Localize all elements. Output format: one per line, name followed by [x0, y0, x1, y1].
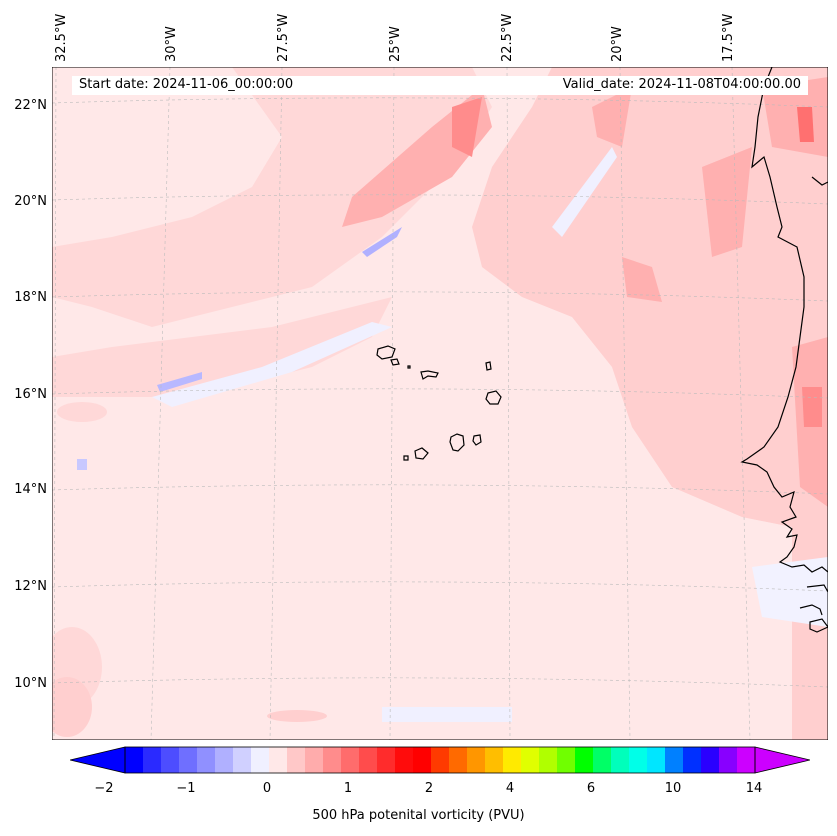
colorbar: [70, 746, 810, 774]
lon-label: 17.5°W: [721, 13, 736, 62]
pv-field-streak: [702, 147, 752, 257]
pv-field-negative: [157, 372, 202, 392]
lat-label: 18°N: [14, 290, 47, 305]
lon-label: 22.5°W: [500, 13, 515, 62]
pv-field-negative: [362, 227, 402, 257]
pv-field-negative: [552, 147, 617, 237]
pv-field-negative: [152, 322, 392, 407]
colorbar-segment: [539, 747, 558, 773]
valid-date-label: Valid_date: 2024-11-08T04:00:00.00: [562, 77, 801, 92]
pv-field-streak: [622, 257, 662, 302]
lon-label: 32.5°W: [54, 13, 69, 62]
colorbar-segment: [467, 747, 486, 773]
colorbar-segment: [701, 747, 720, 773]
lon-label: 27.5°W: [276, 13, 291, 62]
colorbar-segment: [395, 747, 414, 773]
colorbar-tick: 14: [745, 781, 763, 796]
colorbar-segment: [575, 747, 594, 773]
colorbar-segment: [179, 747, 198, 773]
islands: [376, 345, 502, 461]
colorbar-title: 500 hPa potenital vorticity (PVU): [312, 808, 525, 823]
colorbar-tick: 4: [505, 781, 515, 796]
colorbar-segment: [557, 747, 576, 773]
coastline: [799, 604, 823, 616]
colorbar-segment: [521, 747, 540, 773]
coastline: [740, 67, 828, 573]
pv-field-blob: [52, 677, 92, 737]
map-panel: [52, 67, 828, 740]
colorbar-segment: [269, 747, 288, 773]
pv-field-negative: [77, 459, 87, 470]
start-date-label: Start date: 2024-11-06_00:00:00: [79, 77, 294, 92]
lon-label: 25°W: [388, 26, 403, 62]
colorbar-segment: [251, 747, 270, 773]
pv-field-streak: [452, 97, 482, 157]
lat-label: 12°N: [14, 579, 47, 594]
colorbar-tick: 0: [262, 781, 272, 796]
colorbar-segment: [611, 747, 630, 773]
colorbar-segment: [485, 747, 504, 773]
lon-label: 30°W: [164, 26, 179, 62]
lat-label: 22°N: [14, 98, 47, 113]
colorbar-segment: [341, 747, 360, 773]
lat-label: 10°N: [14, 676, 47, 691]
colorbar-segment: [197, 747, 216, 773]
pv-field-blob: [267, 710, 327, 722]
pv-field-band: [52, 297, 392, 397]
pv-field-band: [52, 67, 492, 327]
colorbar-segment: [287, 747, 306, 773]
colorbar-segment: [215, 747, 234, 773]
pv-field-negative: [752, 557, 828, 627]
colorbar-segment: [665, 747, 684, 773]
pv-field-negative: [382, 707, 512, 722]
colorbar-segment: [503, 747, 522, 773]
colorbar-segment: [125, 747, 144, 773]
colorbar-segment: [593, 747, 612, 773]
colorbar-tick: 6: [586, 781, 596, 796]
colorbar-tick: 10: [664, 781, 682, 796]
colorbar-segment: [629, 747, 648, 773]
colorbar-segment: [359, 747, 378, 773]
date-info-bar: Start date: 2024-11-06_00:00:00 Valid_da…: [72, 76, 808, 95]
colorbar-tick: 1: [343, 781, 353, 796]
colorbar-segment: [431, 747, 450, 773]
colorbar-over-arrow: [755, 747, 810, 773]
colorbar-tick: 2: [424, 781, 434, 796]
lat-label: 14°N: [14, 482, 47, 497]
colorbar-segment: [143, 747, 162, 773]
graticule: [52, 67, 828, 740]
colorbar-segment: [737, 747, 756, 773]
colorbar-tick: −2: [94, 781, 114, 796]
colorbar-tick: −1: [176, 781, 196, 796]
pv-field-streak: [797, 107, 814, 142]
coastline: [809, 618, 828, 633]
coastline: [806, 584, 828, 593]
lon-label: 20°W: [610, 26, 625, 62]
lat-label: 16°N: [14, 387, 47, 402]
lat-label: 20°N: [14, 194, 47, 209]
colorbar-segment: [323, 747, 342, 773]
colorbar-segment: [449, 747, 468, 773]
colorbar-segment: [683, 747, 702, 773]
coastline: [811, 176, 828, 186]
colorbar-segment: [377, 747, 396, 773]
colorbar-segment: [647, 747, 666, 773]
colorbar-segment: [305, 747, 324, 773]
colorbar-segment: [413, 747, 432, 773]
pv-field-streak: [802, 387, 822, 427]
colorbar-segment: [233, 747, 252, 773]
pv-field-blob: [57, 402, 107, 422]
pv-field-streak: [592, 87, 632, 147]
colorbar-under-arrow: [70, 747, 125, 773]
colorbar-segment: [719, 747, 738, 773]
colorbar-segment: [161, 747, 180, 773]
